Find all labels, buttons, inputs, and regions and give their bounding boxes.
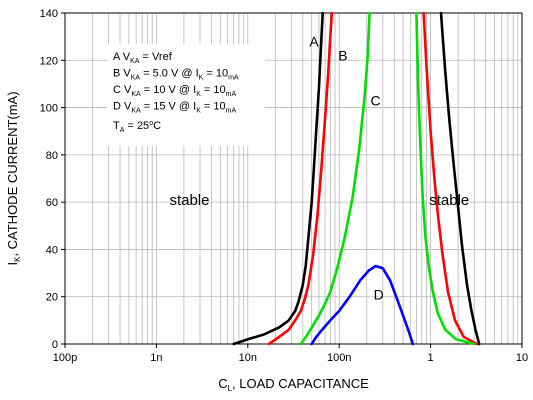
y-tick-label: 100	[40, 103, 58, 115]
x-tick-label: 10	[516, 352, 528, 364]
series-c-label: C	[371, 92, 381, 108]
y-tick-label: 40	[46, 244, 58, 256]
y-tick-label: 140	[40, 8, 58, 20]
series-a-left-line	[232, 11, 324, 346]
legend-background	[107, 44, 265, 146]
series-b-right-line	[422, 11, 479, 346]
series-a-right-line	[439, 11, 481, 346]
legend-entry-d: D VKA = 15 V @ IK = 10mA	[113, 101, 236, 115]
legend-entry-a: A VKA = Vref	[113, 51, 173, 65]
series-c-right-line	[415, 11, 476, 346]
x-tick-label: 1n	[150, 352, 162, 364]
legend-box: A VKA = Vref B VKA = 5.0 V @ IK = 10mA C V…	[107, 44, 265, 146]
y-axis-label: IK, CATHODE CURRENT(mA)	[5, 91, 22, 265]
x-axis-label: CL, LOAD CAPACITANCE	[218, 376, 369, 393]
series-layer: A B C D	[232, 11, 481, 346]
annotations-layer: stable stable	[169, 192, 469, 209]
stable-label: stable	[429, 192, 469, 209]
y-tick-label: 120	[40, 55, 58, 67]
stable-label: stable	[169, 192, 209, 209]
series-c-left-line	[299, 11, 371, 346]
x-tick-label: 100p	[53, 352, 77, 364]
series-a-label: A	[309, 33, 319, 49]
x-tick-label: 1	[428, 352, 434, 364]
series-b-left-line	[267, 11, 334, 346]
x-tick-label: 10n	[239, 352, 257, 364]
x-tick-label: 100n	[327, 352, 351, 364]
y-tick-label: 80	[46, 150, 58, 162]
y-tick-label: 0	[52, 339, 58, 351]
series-b-label: B	[338, 48, 347, 64]
series-d-left-line	[310, 264, 415, 346]
y-tick-label: 60	[46, 197, 58, 209]
legend-entry-c: C VKA = 10 V @ IK = 10mA	[113, 84, 236, 98]
series-d-label: D	[374, 286, 384, 302]
y-tick-label: 20	[46, 292, 58, 304]
legend-temperature: TA = 25oC	[113, 120, 161, 134]
legend-entry-b: B VKA = 5.0 V @ IK = 10mA	[113, 68, 239, 82]
plot-frame	[64, 12, 523, 345]
